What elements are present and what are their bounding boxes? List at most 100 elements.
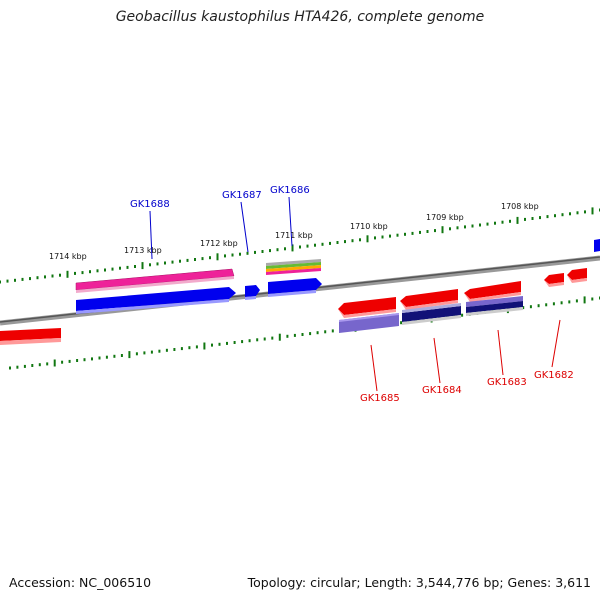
upper-scale-minor-tick [254, 250, 256, 254]
gene-arrow-gk1683[interactable] [464, 281, 521, 299]
gene-label-gk1687[interactable]: GK1687 [222, 190, 262, 201]
lower-scale-minor-tick [241, 340, 244, 344]
gene-arrow-forward-right-edge[interactable] [594, 239, 600, 252]
upper-scale-minor-tick [531, 217, 534, 220]
lower-scale-minor-tick [316, 331, 319, 335]
upper-scale-minor-tick [546, 215, 549, 219]
gene-arrow-reverse-left-edge[interactable] [0, 328, 61, 341]
gene-label-gk1683[interactable]: GK1683 [487, 377, 527, 388]
gene-label-gk1682[interactable]: GK1682 [534, 370, 574, 381]
scale-tick-labels: 1714 kbp 1713 kbp 1712 kbp 1711 kbp 1710… [49, 202, 539, 261]
gene-arrow-gk1684[interactable] [400, 289, 458, 307]
gene-label-gk1685[interactable]: GK1685 [360, 393, 400, 404]
upper-scale-minor-tick [119, 266, 121, 270]
lower-scale-minor-tick [91, 357, 93, 361]
lower-scale-minor-tick [165, 348, 168, 352]
upper-scale-minor-tick [554, 214, 556, 218]
lower-scale-minor-tick [135, 352, 138, 356]
lower-scale-minor-tick [248, 339, 251, 343]
upper-scale-minor-tick [426, 230, 429, 233]
tick-label-1711: 1711 kbp [275, 231, 313, 240]
gene-arrow-gk1688-shade [76, 276, 234, 293]
gene-arrow-gk1687[interactable] [245, 285, 260, 297]
tick-label-1712: 1712 kbp [200, 239, 238, 248]
upper-scale-minor-tick [0, 280, 1, 284]
upper-scale-major-tick [66, 270, 69, 278]
upper-scale-minor-tick [561, 213, 564, 217]
upper-scale-minor-tick [576, 211, 579, 215]
upper-scale-major-tick [591, 207, 594, 215]
lower-scale-minor-tick [309, 332, 312, 336]
gene-arrow-reverse-small-1[interactable] [544, 273, 564, 284]
upper-scale-minor-tick [209, 256, 211, 260]
gene-arrow-navy-1[interactable] [402, 306, 461, 322]
upper-scale-minor-tick [239, 252, 241, 256]
gene-arrow-purple-2[interactable] [466, 296, 523, 307]
upper-scale-minor-tick [314, 243, 316, 247]
lower-scale-minor-tick [293, 333, 296, 337]
gene-label-gk1688[interactable]: GK1688 [130, 199, 170, 210]
lower-scale-major-tick [583, 296, 586, 304]
gene-arrow-purple-1[interactable] [339, 313, 399, 333]
upper-scale-minor-tick [224, 254, 226, 258]
upper-scale-minor-tick [434, 229, 436, 233]
upper-scale-minor-tick [381, 235, 384, 239]
lower-scale-minor-tick [31, 364, 34, 367]
lower-scale-minor-tick [537, 304, 540, 308]
upper-scale-minor-tick [486, 222, 489, 226]
striped-feature[interactable] [266, 259, 321, 275]
lower-scale-minor-tick [83, 358, 86, 362]
lower-scale-minor-tick [158, 349, 161, 353]
gene-arrow-navy-2-bottom [466, 307, 523, 316]
upper-scale-minor-tick [269, 249, 271, 253]
gene-label-gk1684[interactable]: GK1684 [422, 385, 462, 396]
upper-scale-minor-tick [351, 239, 354, 243]
gene-arrow-gk1687-shade [245, 296, 256, 300]
genome-title: Geobacillus kaustophilus HTA426, complet… [115, 9, 485, 25]
gene-arrow-gk1684-shade [400, 300, 458, 310]
upper-scale-minor-tick [494, 221, 496, 225]
upper-scale-minor-tick [449, 227, 451, 231]
upper-scale-minor-tick [29, 277, 31, 281]
upper-scale-minor-tick [89, 270, 91, 274]
upper-scale-minor-tick [164, 261, 166, 265]
lower-scale-minor-tick [400, 321, 403, 325]
upper-scale-minor-tick [261, 250, 264, 253]
lower-scale-minor-tick [552, 302, 555, 306]
gene-arrow-gk1682-shade [567, 275, 587, 283]
upper-scale-minor-tick [329, 241, 331, 245]
gene-label-gk1686[interactable]: GK1686 [270, 185, 310, 196]
upper-scale-minor-tick [36, 276, 39, 280]
lower-scale-minor-tick [188, 346, 191, 350]
gene-arrow-gk1682[interactable] [567, 268, 587, 280]
tick-label-1708: 1708 kbp [501, 202, 539, 211]
gene-arrow-forward-1-shade [76, 299, 229, 314]
upper-scale-major-tick [216, 253, 219, 261]
lower-scale-minor-tick [301, 333, 304, 336]
gene-arrow-forward-1[interactable] [76, 287, 236, 311]
gene-arrow-purple-1-shade [339, 313, 399, 322]
lower-scale-major-tick [53, 359, 56, 367]
upper-scale-minor-tick [74, 271, 76, 275]
gene-arrow-gk1685[interactable] [338, 297, 396, 315]
upper-scale-major-tick [141, 262, 144, 270]
lower-scale-minor-tick [286, 334, 289, 338]
upper-scale-minor-tick [96, 269, 99, 273]
gene-arrow-gk1686[interactable] [268, 278, 322, 294]
upper-scale-minor-tick [404, 232, 406, 236]
lower-scale-major-tick [128, 351, 131, 359]
gene-arrow-navy-2[interactable] [466, 301, 523, 313]
tick-label-1713: 1713 kbp [124, 246, 162, 255]
upper-scale-minor-tick [231, 253, 234, 257]
upper-scale-minor-tick [149, 263, 151, 267]
tick-label-1710: 1710 kbp [350, 222, 388, 231]
lower-scale-minor-tick [46, 362, 49, 366]
upper-scale-minor-tick [539, 216, 541, 220]
upper-scale-minor-tick [156, 262, 159, 266]
upper-scale-ring [0, 207, 600, 284]
lower-scale-minor-tick [233, 341, 236, 344]
upper-scale-minor-tick [456, 226, 459, 230]
upper-scale-minor-tick [44, 275, 46, 279]
